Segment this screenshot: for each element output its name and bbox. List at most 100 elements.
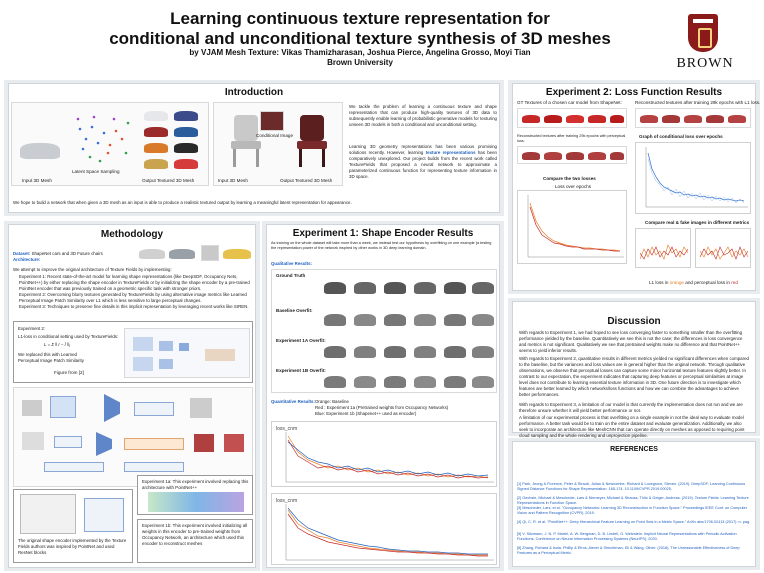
- exp2-real-fake-title: Compare real & fake images in different …: [645, 220, 750, 225]
- row-label-baseline: Baseline Overfit:: [276, 308, 313, 313]
- intro-p2-b: has been comparatively unexplored. Our p…: [349, 150, 497, 179]
- exp2-recon1-strip: [635, 108, 751, 128]
- exp2-compare-subtitle: Loss over epochs: [555, 184, 592, 189]
- row-label-ground-truth: Ground Truth: [276, 273, 306, 278]
- exp1-intro: As training on the whole dataset will ta…: [271, 241, 492, 250]
- reference-item-3[interactable]: [3] Mescheder, Lars, et al. "Occupancy N…: [517, 506, 747, 515]
- dataset-car-thumb-3: [223, 249, 251, 259]
- chart1-label: loss_cnm: [276, 426, 297, 432]
- discussion-panel: Discussion With regards to Experiment 1,…: [512, 301, 756, 438]
- exp1-quant-label: Quantitative Results:: [271, 399, 315, 404]
- exp1a-note-box: Experiment 1a: This experiment involved …: [137, 475, 253, 515]
- poster-title: Learning continuous texture representati…: [80, 9, 640, 49]
- row-label-exp1a: Experiment 1A Overfit:: [276, 338, 326, 343]
- exp1b-note-box: Experiment 1b: This experiment involved …: [137, 519, 253, 563]
- input-car-image: [20, 143, 60, 159]
- output-car-8: [174, 159, 198, 169]
- methodology-intro: We attempt to improve the original archi…: [13, 267, 172, 272]
- methodology-item-1: Experiment 1: Recent state-of-the-art mo…: [19, 274, 250, 291]
- conditional-image-thumb: [260, 111, 284, 131]
- exp2-recon1-caption: Reconstructed textures after training 29…: [635, 100, 761, 105]
- intro-p2-highlight: texture representations: [425, 150, 476, 155]
- exp1-panel: Experiment 1: Shape Encoder Results As t…: [266, 224, 500, 568]
- reference-item-1[interactable]: [1] Park, Jeong & Florence, Peter & Stra…: [517, 482, 746, 491]
- texture-fields-architecture-diagram: Figure from [2]: [13, 387, 253, 487]
- dataset-car-thumb-2: [169, 249, 195, 259]
- affiliation: Brown University: [327, 58, 393, 67]
- reference-item-6[interactable]: [6] Zhang, Richard & Isola, Phillip & Ef…: [517, 546, 740, 555]
- poster-header: Learning continuous texture representati…: [0, 0, 764, 78]
- encoder-note-left: The original shape encoder implemented b…: [18, 538, 127, 555]
- exp2-compare-title: Compare the two losses: [543, 176, 596, 181]
- reference-item-2[interactable]: [2] Oechsle, Michael & Mescheder, Lars &…: [517, 496, 749, 505]
- exp2-recon2-strip: [517, 146, 627, 164]
- title-line-1: Learning continuous texture representati…: [170, 9, 550, 28]
- shield-icon: [688, 14, 718, 52]
- dataset-line: Dataset: ShapeNet cars and 3D Future cha…: [13, 251, 103, 257]
- exp1a-note: Experiment 1a: This experiment involved …: [142, 479, 249, 490]
- intro-paragraph-2: Learning 3D geometry representations has…: [349, 144, 497, 180]
- caption-input-mesh-2: Input 3D Mesh: [218, 178, 248, 183]
- output-car-1: [144, 111, 168, 121]
- reference-item-5[interactable]: [5] V. Sitzmann, J. N. P. Martel, A. W. …: [517, 532, 737, 541]
- exp1-loss-chart-2: loss_cnm: [271, 493, 497, 565]
- exp2-gt-strip: [517, 108, 627, 128]
- output-car-4: [174, 127, 198, 137]
- dataset-value: ShapeNet cars and 3D Future chairs: [31, 251, 103, 256]
- input-chair-image: [231, 115, 261, 167]
- exp1-legend-blue: Blue: Experiment 1b (Shapenet++ used as …: [315, 411, 417, 416]
- exp1b-note: Experiment 1b: This experiment involved …: [142, 523, 248, 546]
- reference-item-4[interactable]: [4] Qi, C. R. et al. "PointNet++: Deep H…: [517, 520, 751, 524]
- exp2-compare-losses-chart: [517, 190, 627, 264]
- caption-conditional-image: Conditional Image: [256, 133, 294, 138]
- exp2-fig-from: Figure from [2]: [54, 370, 84, 375]
- intro-footer: We hope to build a network that when giv…: [13, 200, 352, 205]
- exp2-legend-red: red: [731, 280, 738, 285]
- intro-p2-a: Learning 3D geometry representations has…: [349, 144, 497, 155]
- pointnetpp-diagram: [148, 492, 244, 512]
- output-car-5: [144, 143, 168, 153]
- output-car-7: [144, 159, 168, 169]
- output-chair-image: [297, 115, 327, 167]
- exp2-box-line3: Perceptual Image Patch Similarity: [18, 358, 84, 363]
- exp1-legend-orange: Orange: Baseline: [315, 399, 349, 404]
- dataset-label: Dataset:: [13, 251, 31, 256]
- methodology-item-3: Experiment 3: Techniques to preserve fin…: [19, 304, 249, 309]
- caption-output-mesh-2: Output Textured 3D Mesh: [280, 178, 333, 183]
- exp2-graph-title: Graph of conditional loss over epochs: [639, 134, 723, 139]
- methodology-item-2: Experiment 2: Overcoming blurry textures…: [19, 292, 247, 303]
- dataset-car-thumb-1: [139, 249, 165, 259]
- methodology-panel: Methodology Dataset: ShapeNet cars and 3…: [8, 224, 256, 568]
- authors: by VJAM Mesh Texture: Vikas Thamizharasa…: [189, 48, 531, 57]
- output-car-6: [174, 143, 198, 153]
- caption-input-mesh: Input 3D Mesh: [22, 178, 52, 183]
- exp2-legend: L1 loss in orange and perceptual loss in…: [649, 280, 738, 285]
- exp2-recon2-caption: Reconstructed textures after training 29…: [517, 134, 626, 143]
- latent-space-plot: [76, 115, 130, 163]
- l1-formula: L = Σ ‖ I − Î ‖₁: [44, 342, 71, 347]
- brown-logo: BROWN: [650, 8, 760, 74]
- discussion-p1: With regards to Experiment 1, we had hop…: [519, 330, 743, 353]
- exp1-qual-label: Qualitative Results:: [271, 261, 312, 266]
- dataset-chair-thumb: [201, 245, 219, 261]
- discussion-p4: A limitation of our experimental process…: [519, 415, 745, 438]
- exp2-box-line2: We replaced this with Learned: [18, 352, 77, 357]
- exp2-conditional-loss-chart: [635, 142, 751, 214]
- exp1-title: Experiment 1: Shape Encoder Results: [292, 228, 474, 239]
- discussion-title: Discussion: [607, 316, 661, 327]
- latent-sampling-figure: Input 3D Mesh Latent Space Sampling Outp…: [11, 102, 209, 186]
- exp1-legend-red: Red : Experiment 1a (Pretrained weights …: [315, 405, 449, 410]
- encoder-diagram-left: The original shape encoder implemented b…: [13, 489, 133, 563]
- chair-conditional-figure: Conditional Image Input 3D Mesh Output T…: [213, 102, 343, 186]
- discussion-p2: With regards to Experiment 2, quantitati…: [519, 356, 749, 397]
- row-label-exp1b: Experiment 1B Overfit:: [276, 368, 326, 373]
- intro-paragraph-1: We tackle the problem of learning a cont…: [349, 104, 497, 127]
- introduction-title: Introduction: [224, 87, 284, 98]
- lpips-diagram: [124, 328, 250, 378]
- exp2-legend-b: and perceptual loss in: [684, 280, 732, 285]
- output-car-3: [144, 127, 168, 137]
- references-title: REFERENCES: [610, 446, 658, 453]
- output-car-2: [174, 111, 198, 121]
- exp1-loss-chart-1: loss_cnm: [271, 421, 497, 487]
- exp2-metric-chart-1: [635, 228, 691, 268]
